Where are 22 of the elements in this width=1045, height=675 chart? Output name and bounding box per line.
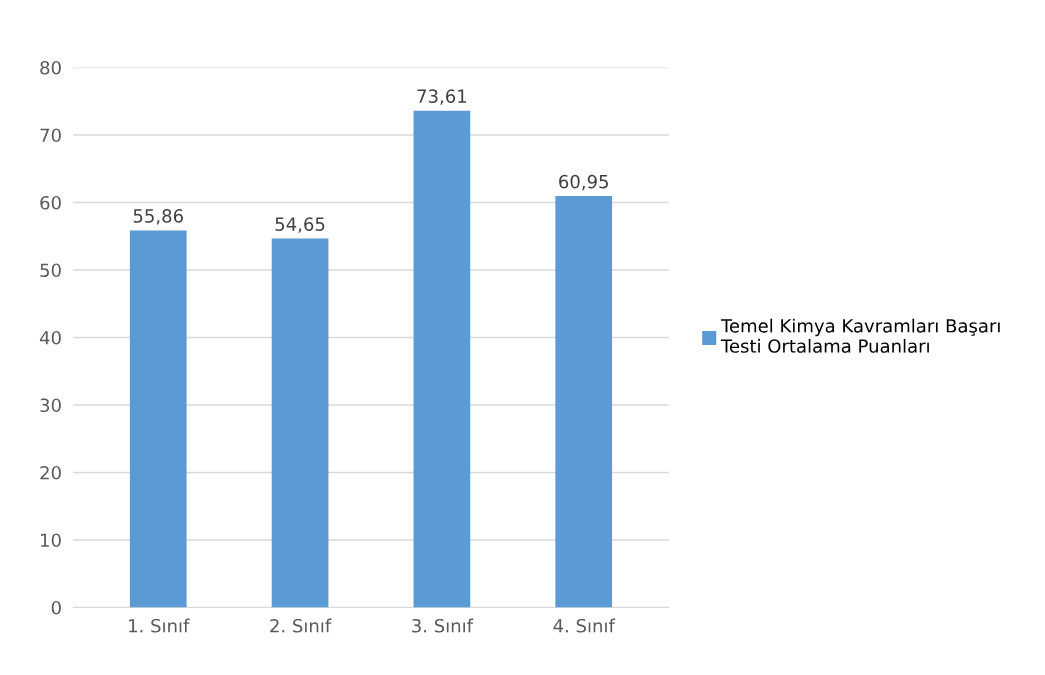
y-tick-label: 0 [51, 600, 61, 615]
x-tick-label: 3. Sınıf [412, 618, 474, 633]
data-label: 73,61 [417, 89, 467, 105]
bar [129, 230, 187, 608]
y-tick-label: 80 [40, 60, 61, 75]
bar [555, 196, 613, 608]
bar [271, 238, 329, 608]
data-label: 54,65 [275, 217, 325, 233]
y-tick-label: 60 [40, 195, 61, 210]
x-tick-label: 2. Sınıf [270, 618, 332, 633]
y-tick-label: 50 [40, 263, 61, 278]
bar [413, 110, 471, 608]
y-tick-label: 70 [40, 128, 61, 143]
x-tick-label: 1. Sınıf [129, 618, 190, 633]
y-tick-label: 40 [39, 330, 61, 345]
y-tick-label: 10 [41, 533, 61, 548]
y-tick-label: 20 [40, 465, 61, 480]
data-label: 55,86 [133, 209, 183, 225]
legend-label: Temel Kimya Kavramları Başarı Testi Ortalama Puanları [720, 318, 1000, 353]
x-tick-label: 4. Sınıf [553, 618, 616, 633]
data-label: 60,95 [559, 174, 608, 191]
y-tick-label: 30 [40, 398, 61, 413]
